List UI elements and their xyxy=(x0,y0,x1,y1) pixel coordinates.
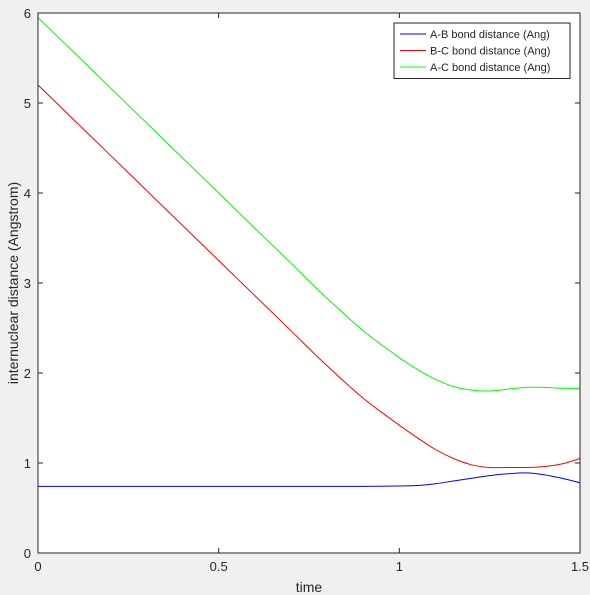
x-tick-label: 0.5 xyxy=(210,559,228,574)
series-line-2 xyxy=(37,17,581,392)
x-tick-label: 0 xyxy=(34,559,41,574)
legend: A-B bond distance (Ang) B-C bond distance… xyxy=(393,22,571,79)
legend-entry-1: B-C bond distance (Ang) xyxy=(430,46,550,58)
legend-entry-0: A-B bond distance (Ang) xyxy=(430,29,550,41)
y-axis-label: internuclear distance (Angstrom) xyxy=(5,182,21,384)
series-line-0 xyxy=(38,472,581,487)
series-line-1 xyxy=(37,84,581,469)
y-tick-label: 3 xyxy=(24,276,31,291)
x-tick-label: 1.5 xyxy=(571,559,589,574)
y-tick-label: 1 xyxy=(24,456,31,471)
plot-area xyxy=(38,13,580,553)
y-tick-label: 6 xyxy=(24,6,31,21)
y-tick-label: 4 xyxy=(24,186,31,201)
x-tick-label: 1 xyxy=(396,559,403,574)
y-tick-label: 5 xyxy=(24,96,31,111)
x-axis-label: time xyxy=(296,579,323,595)
y-tick-label: 0 xyxy=(24,546,31,561)
y-tick-label: 2 xyxy=(24,366,31,381)
series-layer xyxy=(37,17,581,487)
axes-box xyxy=(37,12,581,554)
ticks-layer: 0 0.5 1 1.5 0 1 2 3 4 5 6 xyxy=(24,6,589,574)
legend-entry-2: A-C bond distance (Ang) xyxy=(430,62,550,74)
